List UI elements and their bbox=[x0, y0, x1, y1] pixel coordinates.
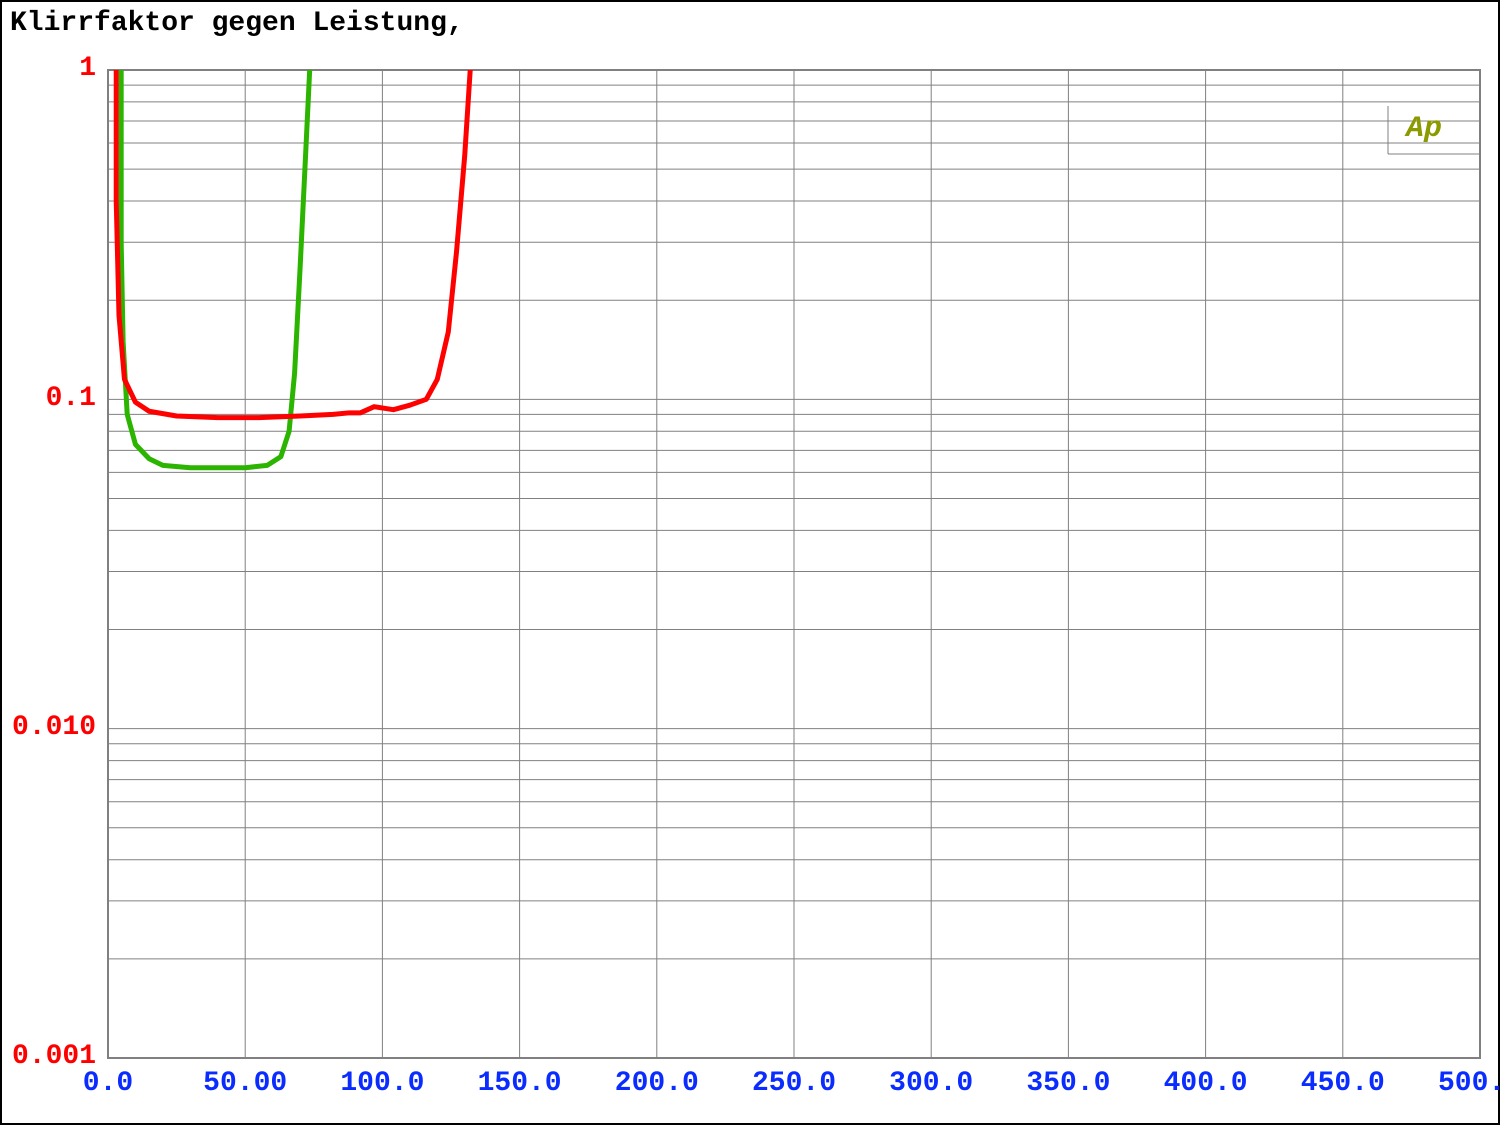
x-tick-label: 400.0 bbox=[1164, 1068, 1248, 1099]
x-tick-label: 0.0 bbox=[83, 1068, 133, 1099]
x-tick-label: 100.0 bbox=[340, 1068, 424, 1099]
y-tick-label: 0.1 bbox=[0, 383, 96, 414]
y-tick-label: 1 bbox=[0, 53, 96, 84]
y-tick-label: 0.001 bbox=[0, 1041, 96, 1072]
x-tick-label: 500.0 bbox=[1438, 1068, 1500, 1099]
y-tick-label: 0.010 bbox=[0, 712, 96, 743]
x-tick-label: 350.0 bbox=[1026, 1068, 1110, 1099]
x-tick-label: 250.0 bbox=[752, 1068, 836, 1099]
plot-svg bbox=[0, 0, 1500, 1125]
x-tick-label: 200.0 bbox=[615, 1068, 699, 1099]
x-tick-label: 50.00 bbox=[203, 1068, 287, 1099]
legend-ap: Ap bbox=[1406, 112, 1442, 146]
x-tick-label: 300.0 bbox=[889, 1068, 973, 1099]
x-tick-label: 150.0 bbox=[478, 1068, 562, 1099]
x-tick-label: 450.0 bbox=[1301, 1068, 1385, 1099]
